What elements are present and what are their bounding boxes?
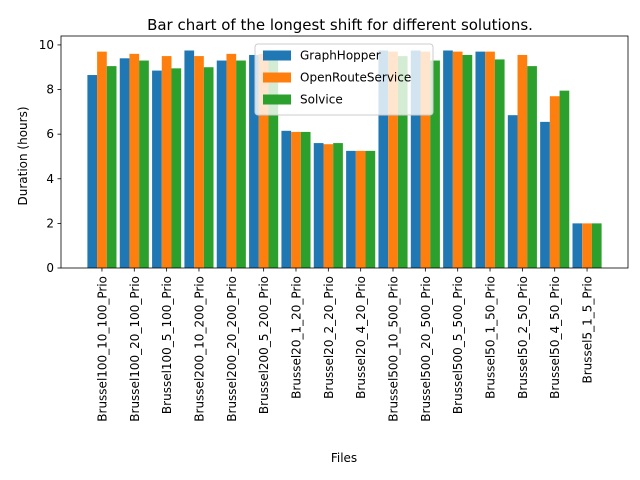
bar-graphhopper-13 xyxy=(507,115,518,268)
bar-graphhopper-14 xyxy=(540,121,550,268)
bar-solvice-4 xyxy=(236,60,246,268)
bar-graphhopper-15 xyxy=(572,223,583,268)
x-tick-label: Brussel200_10_200_Prio xyxy=(192,276,206,422)
y-tick-label: 6 xyxy=(46,127,54,141)
bars-group xyxy=(87,50,602,269)
bar-graphhopper-2 xyxy=(152,70,162,268)
x-tick-label: Brussel500_10_500_Prio xyxy=(387,276,401,422)
bar-graphhopper-7 xyxy=(313,143,324,268)
bar-openrouteservice-0 xyxy=(97,51,107,269)
bar-solvice-0 xyxy=(106,66,117,269)
bar-solvice-9 xyxy=(397,56,408,268)
bar-openrouteservice-15 xyxy=(582,223,592,268)
bar-openrouteservice-1 xyxy=(129,53,140,268)
bar-graphhopper-5 xyxy=(249,54,259,269)
x-tick-label: Brussel500_20_500_Prio xyxy=(419,276,433,422)
x-tick-label: Brussel50_1_50_Prio xyxy=(484,276,498,399)
y-tick-label: 2 xyxy=(46,216,54,230)
y-axis-label: Duration (hours) xyxy=(16,106,30,205)
x-tick-label: Brussel200_20_200_Prio xyxy=(225,276,239,422)
x-tick-label: Brussel20_1_20_Prio xyxy=(289,276,303,399)
x-tick-label: Brussel100_5_100_Prio xyxy=(160,276,174,414)
legend-box xyxy=(254,43,434,116)
bar-solvice-2 xyxy=(171,68,182,268)
y-tick-label: 0 xyxy=(46,261,54,275)
bar-openrouteservice-2 xyxy=(161,56,172,268)
x-tick-label: Brussel50_4_50_Prio xyxy=(548,276,562,399)
bar-openrouteservice-8 xyxy=(355,150,366,268)
y-tick-label: 8 xyxy=(46,83,54,97)
chart-title: Bar chart of the longest shift for diffe… xyxy=(147,16,533,34)
x-tick-label: Brussel20_2_20_Prio xyxy=(322,276,336,399)
y-tick-label: 4 xyxy=(46,172,54,186)
bar-openrouteservice-3 xyxy=(194,56,204,268)
plot-frame xyxy=(60,35,629,269)
bar-openrouteservice-5 xyxy=(258,53,269,268)
bar-graphhopper-0 xyxy=(87,75,98,268)
bar-openrouteservice-9 xyxy=(388,51,398,269)
bar-graphhopper-9 xyxy=(378,50,389,268)
bar-graphhopper-10 xyxy=(410,50,421,268)
bar-openrouteservice-12 xyxy=(485,51,495,269)
bar-solvice-10 xyxy=(430,60,440,268)
legend-swatch-openrouteservice xyxy=(263,72,291,83)
bar-graphhopper-8 xyxy=(346,150,356,268)
bar-openrouteservice-11 xyxy=(452,51,463,269)
axes-group: 0 2 4 6 8 10 Brussel100_10_100_Prio Brussel100_… xyxy=(39,35,629,422)
bar-solvice-6 xyxy=(300,131,311,268)
legend-label-openrouteservice: OpenRouteService xyxy=(300,71,411,85)
legend: GraphHopper OpenRouteService Solvice xyxy=(254,43,434,116)
bar-solvice-5 xyxy=(268,60,279,268)
bar-graphhopper-3 xyxy=(184,50,195,268)
bar-openrouteservice-6 xyxy=(291,131,301,268)
bar-openrouteservice-4 xyxy=(226,53,237,268)
bar-graphhopper-6 xyxy=(281,130,292,268)
bar-openrouteservice-14 xyxy=(549,96,560,268)
legend-swatch-solvice xyxy=(263,94,291,105)
x-tick-label: Brussel50_2_50_Prio xyxy=(516,276,530,399)
y-tick-label: 10 xyxy=(39,38,54,52)
bar-openrouteservice-10 xyxy=(420,51,431,269)
legend-swatch-graphhopper xyxy=(263,50,291,61)
bar-solvice-3 xyxy=(203,67,214,268)
x-tick-label: Brussel100_10_100_Prio xyxy=(95,276,109,422)
x-axis-label: Files xyxy=(331,451,357,465)
bar-solvice-12 xyxy=(494,59,505,268)
x-tick-label: Brussel200_5_200_Prio xyxy=(257,276,271,414)
bar-solvice-8 xyxy=(365,150,376,268)
bar-solvice-15 xyxy=(591,223,602,268)
x-tick-label: Brussel20_4_20_Prio xyxy=(354,276,368,399)
bar-graphhopper-12 xyxy=(475,51,486,269)
bar-solvice-1 xyxy=(139,60,149,268)
bar-solvice-7 xyxy=(333,143,343,268)
bar-graphhopper-11 xyxy=(443,50,453,268)
bar-graphhopper-1 xyxy=(119,58,130,269)
bar-openrouteservice-13 xyxy=(517,54,528,269)
x-tick-label: Brussel500_5_500_Prio xyxy=(451,276,465,414)
x-tick-label: Brussel100_20_100_Prio xyxy=(128,276,142,422)
legend-label-graphhopper: GraphHopper xyxy=(300,49,381,63)
legend-label-solvice: Solvice xyxy=(300,93,343,107)
bar-solvice-14 xyxy=(559,90,570,269)
x-tick-label: Brussel5_1_5_Prio xyxy=(581,276,595,384)
bar-openrouteservice-7 xyxy=(323,144,334,268)
bar-graphhopper-4 xyxy=(216,60,227,268)
bar-solvice-11 xyxy=(462,54,473,269)
bar-solvice-13 xyxy=(527,66,537,269)
